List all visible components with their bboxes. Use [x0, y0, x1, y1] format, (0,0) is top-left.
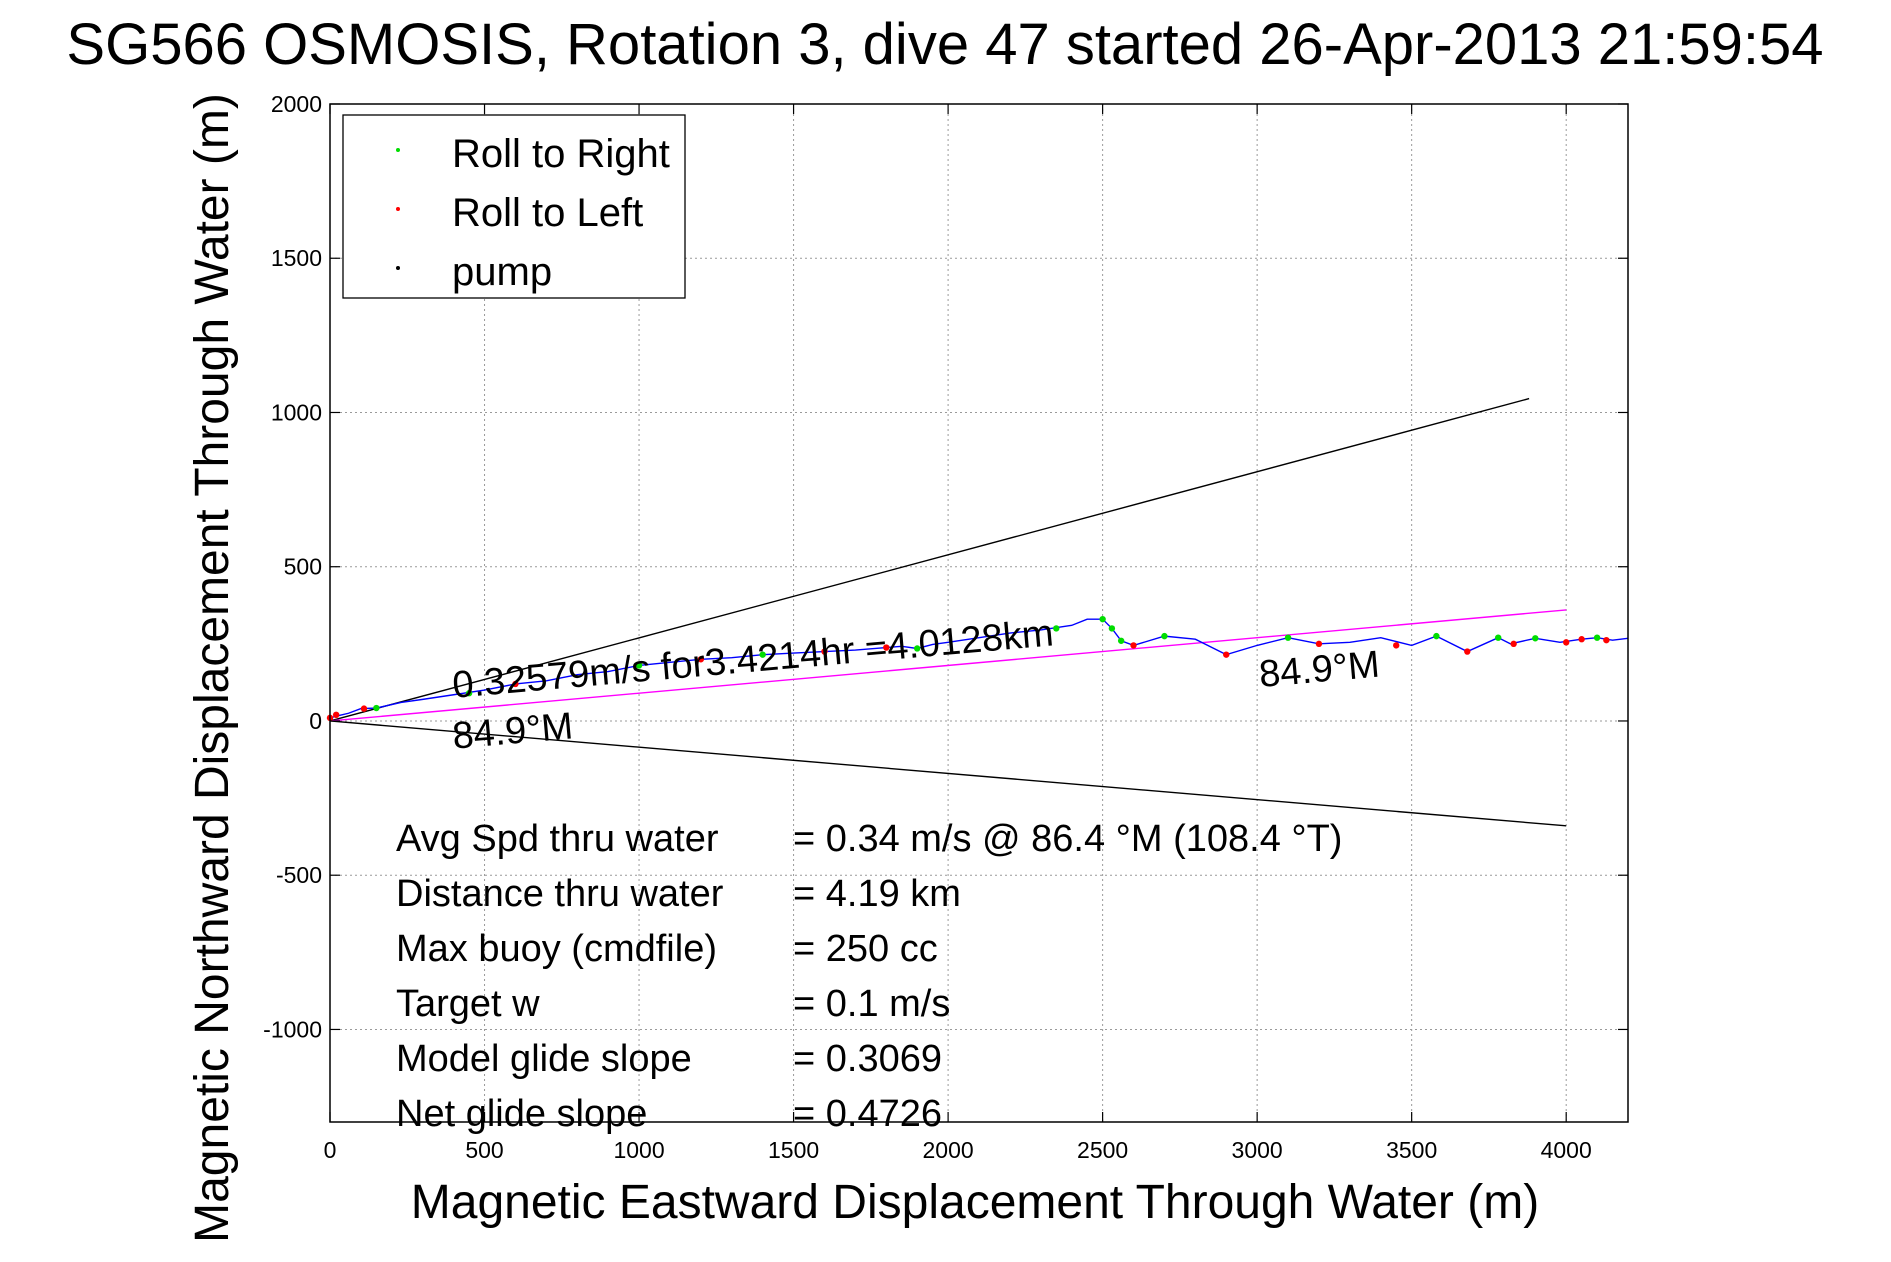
- legend-label: Roll to Left: [452, 191, 643, 235]
- annotation-text: 0.32579m/s for3.4214hr =4.0128km: [451, 612, 1055, 706]
- roll-right-point: [1108, 625, 1116, 632]
- roll-left-point: [512, 680, 519, 688]
- stats-value: = 250 cc: [793, 928, 938, 970]
- x-tick-label: 3500: [1386, 1137, 1437, 1163]
- roll-left-point: [821, 648, 828, 655]
- stats-label: Net glide slope: [396, 1093, 647, 1135]
- roll-left-point: [1510, 640, 1517, 648]
- track-line: [329, 618, 1629, 719]
- x-tick-label: 2500: [1077, 1137, 1128, 1163]
- stats-value: = 0.4726: [793, 1093, 942, 1135]
- y-tick-label: -500: [276, 862, 322, 888]
- legend-marker: [396, 207, 400, 211]
- roll-left-point: [883, 644, 890, 651]
- roll-right-point: [1099, 615, 1106, 623]
- roll-left-point: [360, 705, 368, 712]
- axes: 0 500 1000 1500 2000 2500 3000 3500 4000 2000 1500…: [263, 91, 1629, 1163]
- x-tick-label: 0: [324, 1137, 337, 1163]
- legend-box: [342, 114, 686, 299]
- roll-left-point: [332, 711, 340, 718]
- reference-line-mean-course: [329, 609, 1567, 722]
- chart-title: SG566 OSMOSIS, Rotation 3, dive 47 start…: [66, 12, 1823, 77]
- roll-right-point: [759, 651, 766, 658]
- annotation-text: 84.9°M: [451, 705, 575, 757]
- roll-right-point: [635, 662, 643, 669]
- stats-value: = 0.3069: [793, 1038, 942, 1080]
- annotation-text: 84.9°M: [1257, 644, 1381, 696]
- y-tick-label: 2000: [271, 91, 322, 117]
- roll-left-point: [1603, 636, 1610, 644]
- x-tick-label: 1500: [768, 1137, 819, 1163]
- y-tick-label: 0: [309, 708, 322, 734]
- stats-label: Model glide slope: [396, 1038, 692, 1080]
- roll-points: [326, 615, 1610, 722]
- roll-right-point: [1161, 632, 1168, 640]
- stats-label: Avg Spd thru water: [396, 818, 719, 860]
- roll-left-point: [1315, 640, 1323, 648]
- grid: [330, 104, 1628, 1122]
- stats-label: Target w: [396, 983, 540, 1025]
- roll-left-point: [1578, 636, 1585, 643]
- roll-left-point: [1393, 642, 1400, 649]
- roll-right-point: [1284, 634, 1292, 641]
- y-tick-label: 1500: [271, 245, 322, 271]
- stats-panel: Avg Spd thru water = 0.34 m/s @ 86.4 °M (…: [396, 818, 1342, 1135]
- roll-left-point: [1223, 651, 1230, 658]
- roll-right-point: [373, 704, 380, 712]
- legend: Roll to Right Roll to Left pump: [342, 114, 686, 299]
- legend-label: Roll to Right: [452, 132, 670, 176]
- x-axis-label: Magnetic Eastward Displacement Through W…: [411, 1176, 1539, 1229]
- roll-right-point: [913, 645, 921, 652]
- y-tick-label: 500: [284, 554, 322, 580]
- x-tick-label: 4000: [1541, 1137, 1592, 1163]
- stats-value: = 0.34 m/s @ 86.4 °M (108.4 °T): [793, 818, 1342, 860]
- roll-right-point: [1433, 632, 1440, 640]
- track: [329, 618, 1629, 719]
- stats-value: = 4.19 km: [793, 873, 961, 915]
- x-tick-label: 3000: [1232, 1137, 1283, 1163]
- y-tick-label: 1000: [271, 399, 322, 425]
- roll-right-point: [465, 690, 473, 697]
- reference-lines: [329, 397, 1567, 827]
- stats-label: Distance thru water: [396, 873, 724, 915]
- roll-right-point: [1593, 634, 1601, 641]
- x-tick-label: 2000: [923, 1137, 974, 1163]
- plot-frame: [329, 103, 1629, 1123]
- roll-left-point: [1464, 648, 1471, 655]
- roll-left-point: [1562, 639, 1570, 646]
- roll-right-point: [1053, 625, 1060, 632]
- legend-marker: [396, 148, 400, 152]
- legend-marker: [396, 266, 400, 270]
- x-tick-label: 1000: [613, 1137, 664, 1163]
- roll-left-point: [1130, 642, 1137, 649]
- roll-right-point: [1117, 637, 1125, 644]
- annotations: 0.32579m/s for3.4214hr =4.0128km84.9°M84…: [451, 612, 1382, 757]
- x-tick-label: 500: [465, 1137, 503, 1163]
- roll-right-point: [1495, 634, 1502, 641]
- y-axis-label: Magnetic Northward Displacement Through …: [186, 93, 239, 1243]
- roll-right-point: [1532, 635, 1539, 642]
- reference-line-lower-bound: [329, 720, 1567, 827]
- stats-label: Max buoy (cmdfile): [396, 928, 717, 970]
- roll-left-point: [697, 656, 705, 663]
- reference-line-upper-bound: [329, 397, 1530, 722]
- legend-label: pump: [452, 250, 552, 294]
- y-tick-label: -1000: [263, 1016, 322, 1042]
- stats-value: = 0.1 m/s: [793, 983, 950, 1025]
